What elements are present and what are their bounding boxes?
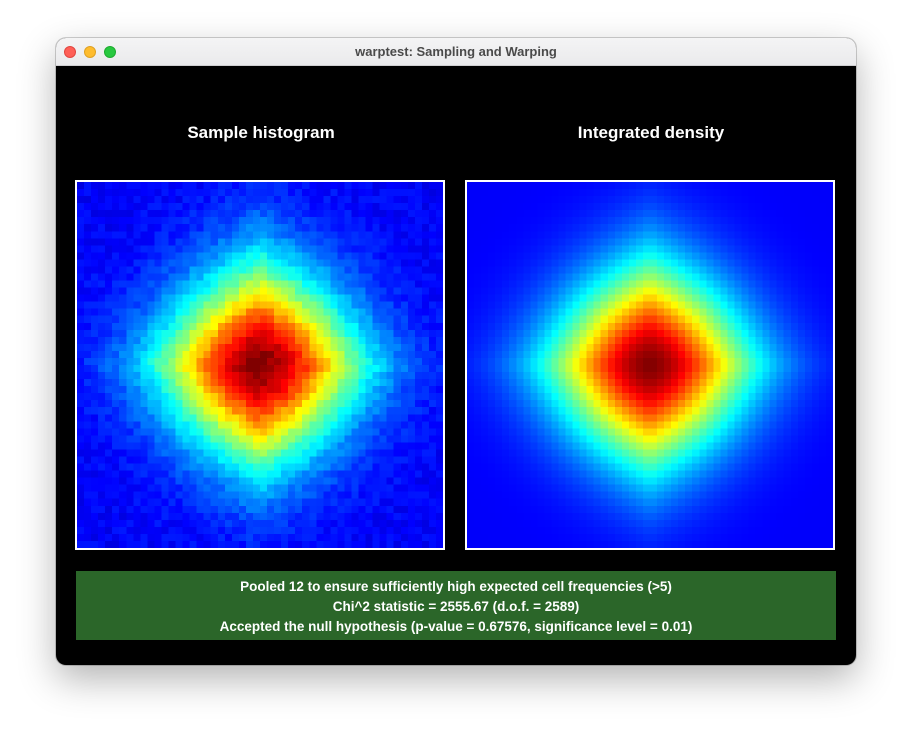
chi-square-test-result-panel: Pooled 12 to ensure sufficiently high ex… [76, 571, 836, 640]
close-window-button[interactable] [64, 46, 76, 58]
sample-histogram-panel [75, 180, 445, 550]
window-title: warptest: Sampling and Warping [355, 44, 557, 59]
minimize-window-button[interactable] [84, 46, 96, 58]
maximize-window-button[interactable] [104, 46, 116, 58]
title-bar[interactable]: warptest: Sampling and Warping [56, 38, 856, 66]
hypothesis-result: Accepted the null hypothesis (p-value = … [219, 619, 693, 634]
integrated-density-panel [465, 180, 835, 550]
pooling-message: Pooled 12 to ensure sufficiently high ex… [240, 579, 672, 594]
main-content: Sample histogram Integrated density Pool… [56, 66, 856, 665]
integrated-density-heatmap [467, 182, 833, 548]
sample-histogram-heatmap [77, 182, 443, 548]
sample-histogram-caption: Sample histogram [187, 123, 335, 142]
chi-square-statistic: Chi^2 statistic = 2555.67 (d.o.f. = 2589… [332, 599, 580, 614]
integrated-density-caption: Integrated density [577, 123, 725, 142]
app-window: warptest: Sampling and Warping Sample hi… [56, 38, 856, 665]
